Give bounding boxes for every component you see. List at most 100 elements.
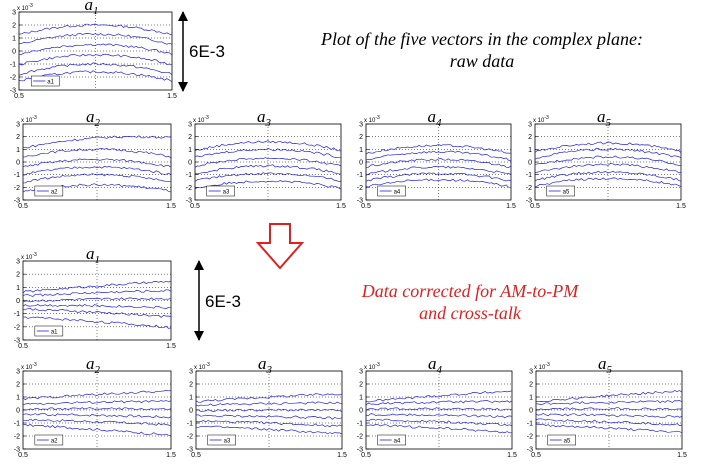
y-tick-label: 3	[189, 369, 193, 376]
y-tick-label: 3	[359, 122, 363, 129]
legend-label: a5	[563, 190, 570, 196]
x-tick-label: 1.5	[166, 452, 176, 459]
panel-title: a3	[258, 354, 273, 376]
series-line	[365, 400, 513, 406]
series-line	[22, 148, 172, 159]
x-tick-label: 1.5	[167, 93, 177, 100]
y-exponent-label: x 10-3	[17, 3, 33, 12]
series-line	[365, 172, 512, 182]
y-tick-label: -2	[527, 434, 533, 441]
x-tick-label: 0.5	[18, 343, 28, 350]
y-tick-label: 2	[16, 272, 20, 279]
legend-label: a5	[564, 439, 571, 445]
y-tick-label: 0	[359, 160, 363, 167]
series-line	[194, 140, 342, 152]
y-tick-label: 1	[529, 395, 533, 402]
y-tick-label: 1	[528, 147, 532, 154]
y-tick-label: 2	[16, 134, 20, 141]
series-line	[195, 425, 343, 435]
legend-label: a2	[51, 190, 58, 196]
series-line	[534, 147, 682, 160]
panel-raw-a4: 3 2 1 0 -1 -2 -30.5 1.5 x 10-3 a4 a4	[357, 107, 516, 210]
y-exponent-label: x 10-3	[21, 115, 37, 124]
down-arrow-icon	[255, 223, 305, 270]
y-tick-label: 2	[359, 382, 363, 389]
y-tick-label: -2	[14, 434, 20, 441]
series-line	[195, 408, 343, 412]
y-tick-label: -1	[14, 421, 20, 428]
series-line	[22, 280, 172, 294]
x-tick-label: 0.5	[530, 203, 540, 210]
series-line	[18, 62, 173, 76]
y-exponent-label: x 10-3	[193, 115, 209, 124]
y-tick-label: 3	[12, 10, 16, 17]
series-line	[535, 400, 683, 405]
series-line	[22, 303, 171, 309]
series-line	[195, 420, 343, 428]
y-tick-label: 0	[16, 408, 20, 415]
y-tick-label: 0	[528, 160, 532, 167]
y-tick-label: -3	[14, 338, 20, 345]
series-line	[22, 389, 172, 401]
y-tick-label: 1	[16, 147, 20, 154]
series-line	[22, 316, 172, 329]
panel-corr-a4: 3 2 1 0 -1 -2 -30.5 1.5 x 10-3 a4 a4	[357, 354, 517, 459]
y-tick-label: 1	[12, 36, 16, 43]
series-line	[535, 390, 683, 403]
y-tick-label: -1	[186, 172, 192, 179]
y-tick-label: 0	[529, 408, 533, 415]
series-line	[534, 177, 682, 188]
x-tick-label: 1.5	[166, 343, 176, 350]
y-tick-label: 1	[359, 147, 363, 154]
y-tick-label: -1	[187, 421, 193, 428]
panel-corr-a5: 3 2 1 0 -1 -2 -30.5 1.5 x 10-3 a5 a5	[527, 354, 687, 459]
series-line	[22, 173, 171, 184]
legend-label: a3	[224, 439, 231, 445]
panel-title: a4	[428, 107, 443, 129]
y-exponent-label: x 10-3	[21, 362, 37, 371]
series-line	[535, 413, 683, 418]
y-tick-label: -3	[187, 447, 193, 454]
panel-title: a5	[598, 354, 613, 376]
x-tick-label: 0.5	[14, 93, 24, 100]
scale-bar-bottom: 6E-3	[194, 260, 241, 341]
y-tick-label: 2	[359, 134, 363, 141]
x-tick-label: 1.5	[166, 203, 176, 210]
scale-label-top: 6E-3	[189, 42, 225, 61]
series-line	[535, 407, 683, 411]
series-line	[365, 423, 512, 434]
y-tick-label: 2	[529, 382, 533, 389]
y-tick-label: -2	[10, 75, 16, 82]
y-tick-label: 0	[359, 408, 363, 415]
series-line	[195, 393, 343, 403]
y-exponent-label: x 10-3	[364, 362, 380, 371]
y-tick-label: 3	[16, 259, 20, 266]
series-line	[22, 413, 172, 419]
series-line	[365, 418, 513, 427]
corrected-caption-line2: and cross-talk	[419, 303, 521, 323]
scale-label-bottom: 6E-3	[205, 292, 241, 311]
y-exponent-label: x 10-3	[194, 362, 210, 371]
series-line	[194, 172, 342, 183]
series-line	[365, 150, 512, 162]
series-line	[22, 158, 172, 168]
panel-title: a3	[257, 107, 272, 129]
panel-raw-a1: 3 2 1 0 -1 -2 -30.5 1.5 x 10-3 a1 a1	[10, 0, 177, 100]
legend-label: a1	[51, 330, 58, 336]
x-tick-label: 0.5	[18, 452, 28, 459]
series-line	[18, 70, 173, 83]
y-tick-label: 2	[188, 134, 192, 141]
series-line	[365, 407, 513, 411]
series-line	[365, 144, 512, 155]
series-line	[194, 180, 342, 190]
series-line	[534, 163, 682, 174]
y-tick-label: -2	[357, 185, 363, 192]
y-tick-label: 1	[16, 285, 20, 292]
series-line	[195, 414, 343, 420]
y-tick-label: -1	[526, 172, 532, 179]
y-tick-label: -2	[526, 185, 532, 192]
y-tick-label: 3	[16, 369, 20, 376]
y-tick-label: -1	[527, 421, 533, 428]
series-line	[22, 289, 172, 297]
